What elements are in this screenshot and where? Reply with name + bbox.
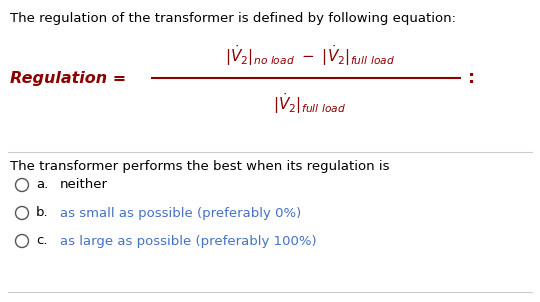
- Text: a.: a.: [36, 178, 48, 191]
- Text: The transformer performs the best when its regulation is: The transformer performs the best when i…: [10, 160, 389, 173]
- Text: b.: b.: [36, 207, 49, 220]
- Text: as large as possible (preferably 100%): as large as possible (preferably 100%): [60, 234, 316, 248]
- Text: Regulation =: Regulation =: [10, 70, 126, 85]
- Text: The regulation of the transformer is defined by following equation:: The regulation of the transformer is def…: [10, 12, 456, 25]
- Text: :: :: [468, 69, 475, 87]
- Text: $|\dot{V}_2|_{\mathit{full\ load}}$: $|\dot{V}_2|_{\mathit{full\ load}}$: [273, 92, 347, 117]
- Text: as small as possible (preferably 0%): as small as possible (preferably 0%): [60, 207, 301, 220]
- Text: neither: neither: [60, 178, 108, 191]
- Text: c.: c.: [36, 234, 48, 248]
- Text: $|\dot{V}_2|_{\mathit{no\ load}}\ -\ |\dot{V}_2|_{\mathit{full\ load}}$: $|\dot{V}_2|_{\mathit{no\ load}}\ -\ |\d…: [225, 43, 395, 69]
